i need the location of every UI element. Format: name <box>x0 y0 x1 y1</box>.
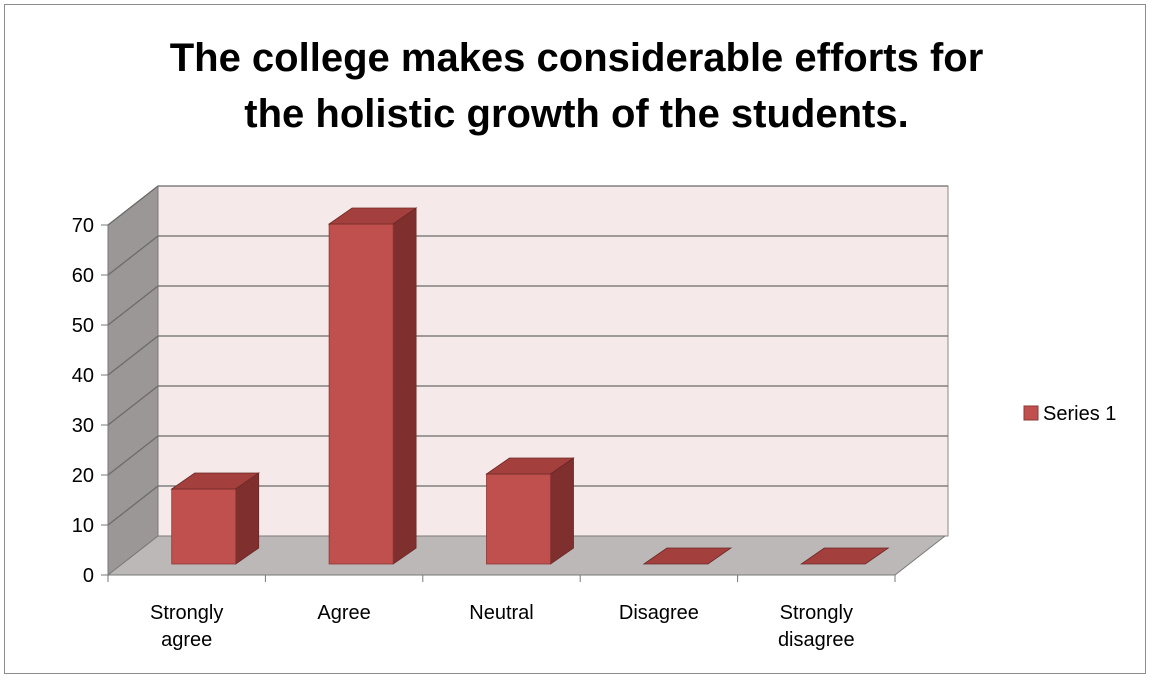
bar-top <box>642 547 733 565</box>
x-tick-label: Neutral <box>469 602 533 624</box>
y-tick-label: 0 <box>83 565 94 587</box>
x-axis-ticks: Strongly agree Agree Neutral Disagree Strongl… <box>107 575 896 651</box>
x-tick-label: Disagree <box>619 602 699 624</box>
y-tick-label: 20 <box>72 465 94 487</box>
bar <box>800 547 890 565</box>
bar-side <box>392 207 417 565</box>
bar-top <box>327 207 418 225</box>
bar-top <box>170 472 260 490</box>
axes <box>107 225 895 576</box>
gridline-side <box>107 485 159 526</box>
gridlines <box>107 185 948 526</box>
bar <box>642 547 733 565</box>
bar <box>485 457 575 565</box>
chart-title-line-2: the holistic growth of the students. <box>244 92 909 136</box>
legend-swatch <box>1023 405 1039 421</box>
y-tick-label: 50 <box>72 315 94 337</box>
x-tick-label: Agree <box>317 602 370 624</box>
bar-top <box>485 457 575 475</box>
gridline-side <box>107 435 159 476</box>
bar <box>327 207 418 565</box>
bars <box>170 207 890 565</box>
y-axis-ticks: 0 10 20 30 40 50 60 70 <box>72 215 108 587</box>
y-tick-label: 60 <box>72 265 94 287</box>
bar-top <box>800 547 890 565</box>
y-tick-label: 70 <box>72 215 94 237</box>
gridline-side <box>107 285 159 326</box>
bar-front <box>171 488 237 565</box>
bar-side <box>550 457 574 565</box>
bar-front <box>328 223 394 565</box>
chart-title: The college makes considerable efforts f… <box>0 30 1153 142</box>
legend: Series 1 <box>1023 403 1116 425</box>
y-tick-label: 40 <box>72 365 94 387</box>
gridline-side <box>107 235 159 276</box>
bar-front <box>486 473 551 565</box>
chart-title-line-1: The college makes considerable efforts f… <box>169 36 984 80</box>
gridline-side <box>107 385 159 426</box>
y-tick-label: 30 <box>72 415 94 437</box>
legend-label: Series 1 <box>1043 403 1116 425</box>
x-tick-label: Strongly disagree <box>778 602 855 651</box>
side-wall <box>107 184 159 577</box>
bar <box>170 472 260 565</box>
gridline-side <box>107 185 159 226</box>
x-tick-label: Strongly agree <box>150 602 223 651</box>
gridline-side <box>107 335 159 376</box>
y-tick-label: 10 <box>72 515 94 537</box>
